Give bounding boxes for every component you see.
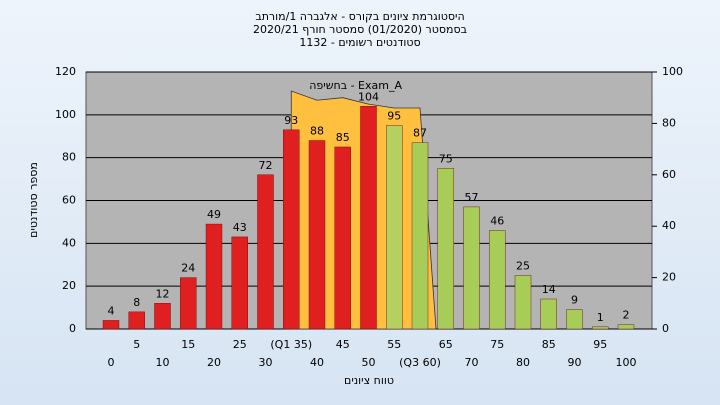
data-label: 9 [571, 294, 578, 307]
data-label: 8 [133, 296, 140, 309]
bar [334, 146, 351, 330]
bar [360, 106, 377, 330]
x-tick-label: 5 [133, 338, 140, 351]
area-label: בחשיפה - Exam_A [309, 79, 402, 92]
y-tick-label: 120 [55, 65, 76, 78]
x-tick-label: 40 [310, 356, 324, 369]
data-label: 4 [108, 304, 115, 317]
y-tick-label: 0 [69, 322, 76, 335]
chart-subtitle: בסמסטר (01/2020) סמסטר חורף 2020/21 [253, 23, 467, 36]
data-label: 14 [542, 283, 556, 296]
x-tick-label: 55 [387, 338, 401, 351]
bar [592, 326, 609, 330]
bar [514, 275, 532, 330]
bar [411, 142, 429, 330]
y-axis-label: מספר סטודנטים [27, 162, 40, 238]
bar [540, 298, 557, 330]
x-tick-label: 45 [336, 338, 350, 351]
bar [308, 140, 326, 330]
bar [102, 320, 120, 330]
x-tick-label: 20 [207, 356, 221, 369]
y-tick-label: 80 [62, 151, 76, 164]
x-tick-label: 0 [108, 356, 115, 369]
bar [386, 125, 403, 330]
x-tick-label: 70 [465, 356, 479, 369]
bar [154, 303, 171, 330]
chart-subtitle: סטודנטים רשומים - 1132 [299, 36, 420, 49]
data-label: 85 [336, 131, 350, 144]
y2-tick-label: 80 [662, 116, 676, 129]
data-label: 57 [465, 191, 479, 204]
x-tick-label: 95 [593, 338, 607, 351]
y-tick-label: 40 [62, 236, 76, 249]
x-tick-label: (Q1 35) [270, 338, 312, 351]
x-tick-label: (Q3 60) [399, 356, 441, 369]
x-axis-label: טווח ציונים [344, 374, 394, 387]
y2-tick-label: 100 [662, 65, 683, 78]
data-label: 2 [623, 309, 630, 322]
data-label: 46 [490, 214, 504, 227]
x-tick-label: 90 [568, 356, 582, 369]
bar [437, 168, 454, 330]
data-label: 93 [284, 114, 298, 127]
data-label: 1 [597, 311, 604, 324]
x-tick-label: 10 [156, 356, 170, 369]
x-tick-label: 80 [516, 356, 530, 369]
data-label: 25 [516, 259, 530, 272]
x-tick-label: 30 [259, 356, 273, 369]
x-tick-label: 75 [490, 338, 504, 351]
data-label: 88 [310, 125, 324, 138]
bar [231, 236, 248, 330]
x-tick-label: 25 [233, 338, 247, 351]
x-tick-label: 15 [181, 338, 195, 351]
data-label: 49 [207, 208, 221, 221]
x-tick-label: 100 [616, 356, 637, 369]
y-tick-label: 60 [62, 194, 76, 207]
bar [128, 311, 145, 330]
bar [283, 129, 300, 330]
data-label: 12 [156, 287, 170, 300]
data-label: 104 [358, 90, 379, 103]
bar [489, 230, 506, 330]
data-label: 43 [233, 221, 247, 234]
bar [617, 324, 635, 330]
y2-tick-label: 0 [662, 322, 669, 335]
x-tick-label: 85 [542, 338, 556, 351]
bar [205, 223, 223, 330]
data-label: 24 [181, 262, 195, 275]
y2-tick-label: 20 [662, 271, 676, 284]
data-label: 87 [413, 127, 427, 140]
y2-tick-label: 60 [662, 168, 676, 181]
data-label: 72 [259, 159, 273, 172]
y-tick-label: 100 [55, 108, 76, 121]
y-tick-label: 20 [62, 279, 76, 292]
bar [566, 309, 583, 330]
bar [257, 174, 274, 330]
y2-tick-label: 40 [662, 219, 676, 232]
x-tick-label: 50 [362, 356, 376, 369]
chart-title: היסטוגרמת ציונים בקורס - אלגברה 1/מורתב [255, 10, 464, 23]
x-tick-label: 65 [439, 338, 453, 351]
data-label: 95 [387, 110, 401, 123]
bar [463, 206, 480, 330]
bar [180, 277, 197, 330]
data-label: 75 [439, 152, 453, 165]
